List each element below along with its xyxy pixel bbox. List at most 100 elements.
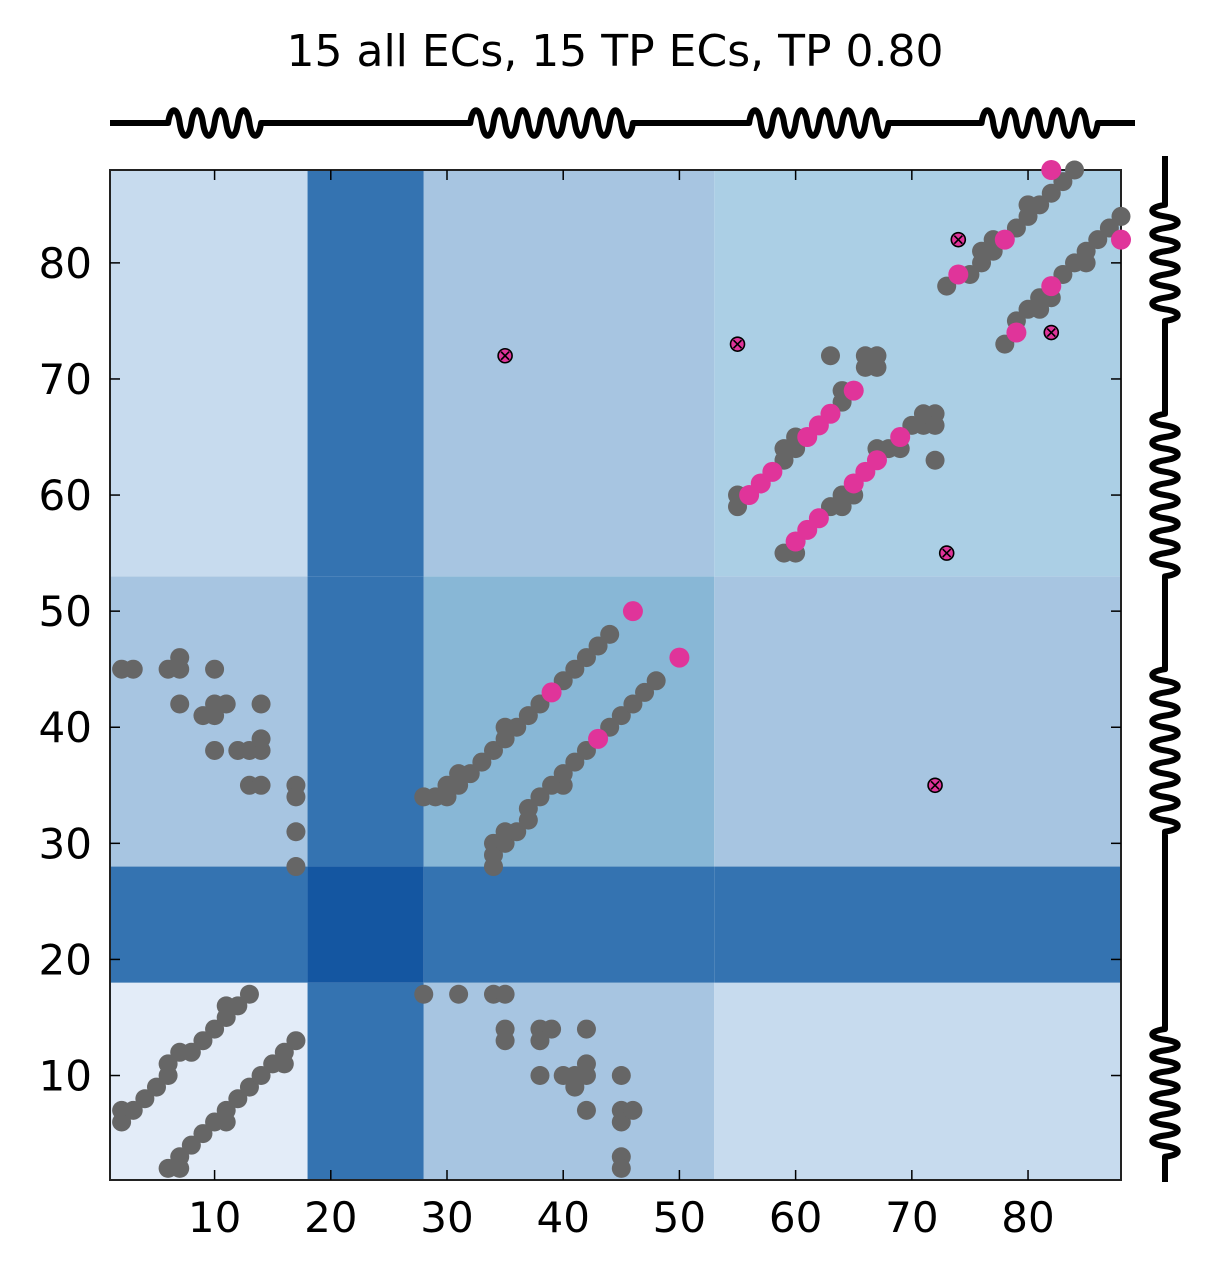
contact-point xyxy=(414,984,434,1004)
contact-point xyxy=(286,1031,306,1051)
contact-point xyxy=(611,1158,631,1178)
axes: 10 20 30 40 50 60 70 80 10 20 30 40 50 60 70 80 xyxy=(39,169,1122,1242)
contact-point xyxy=(239,984,259,1004)
heatmap-background xyxy=(110,170,1121,1180)
contact-point xyxy=(158,1054,178,1074)
contact-point xyxy=(170,694,190,714)
contact-point xyxy=(449,984,469,1004)
contact-point xyxy=(472,752,492,772)
chart-title: 15 all ECs, 15 TP ECs, TP 0.80 xyxy=(287,26,944,77)
contact-point xyxy=(925,415,945,435)
contact-point xyxy=(530,787,550,807)
true-positive-point xyxy=(588,728,609,749)
contact-point xyxy=(1030,195,1050,215)
right-secondary-structure xyxy=(1149,156,1181,1182)
false-positive-point xyxy=(950,231,967,248)
contact-point xyxy=(483,740,503,760)
plot-frame xyxy=(109,169,1122,1181)
contact-point xyxy=(205,740,225,760)
contact-point xyxy=(576,648,596,668)
true-positive-point xyxy=(866,450,887,471)
false-positive-point xyxy=(938,545,955,561)
contact-point xyxy=(635,682,655,702)
contact-point xyxy=(576,1066,596,1086)
helix-track-right xyxy=(1149,156,1181,1182)
contact-point xyxy=(611,706,631,726)
x-tick-label: 40 xyxy=(536,1193,589,1242)
true-positive-point xyxy=(890,427,911,448)
false-positive-point xyxy=(1043,324,1060,341)
contact-point xyxy=(123,659,143,679)
false-positive-point xyxy=(729,336,746,352)
x-tick-label: 20 xyxy=(304,1193,357,1242)
true-positive-point xyxy=(1111,229,1131,250)
contact-point xyxy=(646,671,666,691)
heatmap-cell xyxy=(110,866,308,983)
contact-point xyxy=(495,1031,515,1051)
y-tick-label: 40 xyxy=(39,703,92,752)
helix-track-top xyxy=(110,107,1135,139)
heatmap-cell xyxy=(423,866,715,983)
contact-point xyxy=(123,1100,143,1120)
false-positive-cross xyxy=(1046,327,1056,338)
contact-point xyxy=(286,787,306,807)
contact-point xyxy=(1041,183,1061,203)
contact-point xyxy=(530,1066,550,1086)
contact-point xyxy=(239,1077,259,1097)
contact-point xyxy=(216,1100,236,1120)
contact-point xyxy=(251,1066,271,1086)
contact-point xyxy=(867,357,887,377)
contact-point xyxy=(553,764,573,784)
true-positive-points xyxy=(541,160,1131,749)
false-positive-point xyxy=(497,347,513,364)
contact-point xyxy=(251,775,271,795)
y-tick-label: 50 xyxy=(39,587,92,636)
contact-point xyxy=(623,694,643,714)
true-positive-point xyxy=(669,647,690,668)
contact-point xyxy=(565,752,585,772)
contact-point xyxy=(460,764,480,784)
true-positive-point xyxy=(622,601,643,622)
contact-point xyxy=(600,624,620,644)
false-positive-point xyxy=(927,777,943,794)
contact-point xyxy=(611,1112,631,1132)
y-tick-label: 30 xyxy=(39,819,92,868)
y-tick-label: 80 xyxy=(39,239,92,288)
true-positive-point xyxy=(820,403,841,424)
contact-point xyxy=(576,1100,596,1120)
false-positive-cross xyxy=(732,339,743,349)
contact-point xyxy=(495,984,515,1004)
contact-point xyxy=(286,822,306,842)
true-positive-point xyxy=(994,229,1015,250)
contact-point xyxy=(170,659,190,679)
contact-point xyxy=(205,1019,225,1039)
x-tick-label: 50 xyxy=(653,1193,706,1242)
heatmap-cell xyxy=(307,170,424,577)
contact-point xyxy=(518,706,538,726)
heatmap-cell xyxy=(714,170,1121,577)
contact-point xyxy=(181,1135,201,1155)
y-tick-label: 70 xyxy=(39,355,92,404)
contact-point xyxy=(170,1147,190,1167)
contact-point xyxy=(542,1019,562,1039)
heatmap-cell xyxy=(110,170,308,577)
heatmap-cell xyxy=(307,576,424,867)
y-tick-label: 60 xyxy=(39,471,92,520)
contact-point xyxy=(820,346,840,366)
top-secondary-structure xyxy=(110,107,1135,139)
heatmap-cell xyxy=(714,866,1121,983)
contact-point xyxy=(135,1089,155,1109)
contact-point xyxy=(576,1019,596,1039)
contact-point xyxy=(507,717,527,737)
y-tick-label: 20 xyxy=(39,935,92,984)
contact-point xyxy=(1076,241,1096,261)
contact-point xyxy=(1065,160,1085,180)
true-positive-point xyxy=(1041,276,1062,297)
contact-point xyxy=(216,694,236,714)
contact-point xyxy=(274,1042,294,1062)
true-positive-point xyxy=(762,461,783,482)
contact-point xyxy=(251,694,271,714)
contact-point xyxy=(925,450,945,470)
contact-point xyxy=(1088,230,1108,250)
contact-point xyxy=(146,1077,166,1097)
